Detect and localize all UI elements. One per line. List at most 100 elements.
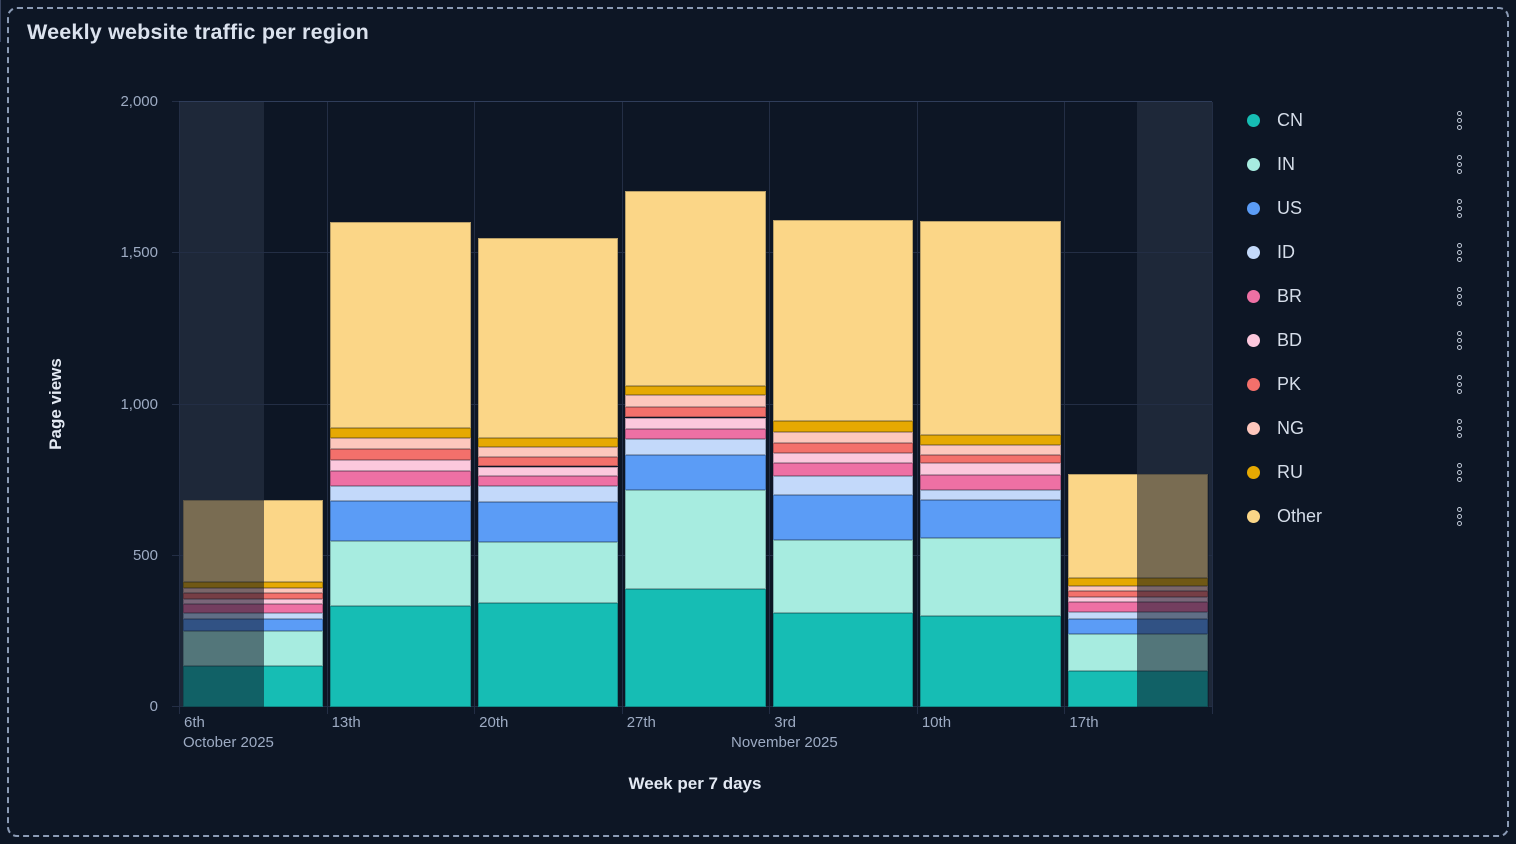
bar-segment-ID-10th[interactable] — [920, 489, 1061, 500]
bar-segment-NG-3rd[interactable] — [772, 431, 914, 443]
bar-segment-US-10th[interactable] — [920, 499, 1061, 539]
bar-segment-CN-10th[interactable] — [920, 616, 1061, 707]
legend-label-NG: NG — [1277, 417, 1304, 438]
legend-label-RU: RU — [1277, 461, 1303, 482]
legend-item-menu-icon-CN[interactable] — [1455, 110, 1463, 131]
legend-label-US: US — [1277, 197, 1303, 218]
bar-segment-Other-3rd[interactable] — [772, 219, 914, 422]
bar-segment-Other-13th[interactable] — [330, 222, 471, 428]
bar-segment-PK-3rd[interactable] — [772, 442, 914, 453]
x-gridline — [474, 102, 476, 707]
bar-segment-RU-27th[interactable] — [625, 385, 766, 396]
month-label-november: November 2025 — [731, 734, 838, 751]
legend-item-BD[interactable]: BD — [1240, 323, 1440, 357]
bar-segment-RU-13th[interactable] — [330, 427, 471, 439]
bar-segment-PK-20th[interactable] — [477, 456, 619, 467]
bar-segment-IN-13th[interactable] — [330, 540, 471, 606]
legend-item-menu-icon-ID[interactable] — [1455, 242, 1463, 263]
bar-segment-ID-13th[interactable] — [330, 486, 471, 502]
legend-item-Other[interactable]: Other — [1240, 499, 1440, 533]
bar-segment-NG-27th[interactable] — [625, 395, 766, 407]
bar-segment-ID-27th[interactable] — [625, 438, 766, 456]
bar-segment-US-27th[interactable] — [625, 455, 766, 491]
bar-segment-NG-13th[interactable] — [330, 438, 471, 449]
legend-item-US[interactable]: US — [1240, 191, 1440, 225]
bar-segment-BR-10th[interactable] — [920, 474, 1061, 490]
legend-swatch-CN — [1247, 113, 1260, 127]
bar-segment-NG-10th[interactable] — [920, 445, 1061, 455]
bar-segment-CN-27th[interactable] — [625, 589, 766, 707]
legend-item-IN[interactable]: IN — [1240, 147, 1440, 181]
bar-segment-RU-3rd[interactable] — [772, 421, 914, 432]
bar-segment-BD-13th[interactable] — [330, 459, 471, 472]
chart-plot-area: 0 500 1,000 1,500 2,000 6th 13th 20th 27th 3rd 10t… — [0, 0, 1516, 731]
x-tick-mark — [621, 707, 623, 714]
legend-item-menu-icon-BR[interactable] — [1455, 286, 1463, 307]
bar-segment-NG-20th[interactable] — [477, 446, 619, 457]
bar-segment-Other-20th[interactable] — [477, 238, 619, 439]
y-tick-label: 0 — [149, 698, 158, 715]
y-tick-label: 500 — [132, 546, 158, 564]
bar-segment-BD-3rd[interactable] — [772, 452, 914, 463]
legend-item-menu-icon-BD[interactable] — [1455, 330, 1463, 351]
legend-swatch-BD — [1247, 333, 1260, 347]
bar-segment-US-20th[interactable] — [477, 501, 619, 542]
month-label-october: October 2025 — [183, 734, 274, 751]
bar-segment-BD-10th[interactable] — [920, 463, 1061, 475]
bar-segment-PK-13th[interactable] — [330, 448, 471, 460]
y-tick-mark — [172, 706, 179, 707]
legend-item-menu-icon-Other[interactable] — [1455, 506, 1463, 527]
bar-segment-RU-20th[interactable] — [477, 438, 619, 447]
legend-item-menu-icon-IN[interactable] — [1455, 154, 1463, 175]
x-tick-label-27th: 27th — [626, 714, 656, 731]
legend-item-menu-icon-PK[interactable] — [1455, 374, 1463, 395]
legend-label-BD: BD — [1277, 329, 1303, 350]
partial-week-dim-overlay-last — [1137, 474, 1209, 707]
legend-swatch-BR — [1247, 289, 1260, 303]
y-tick-label: 1,000 — [120, 395, 158, 413]
bar-segment-BR-13th[interactable] — [330, 471, 471, 487]
legend-item-PK[interactable]: PK — [1240, 367, 1440, 401]
bar-segment-IN-27th[interactable] — [625, 490, 766, 590]
legend-label-ID: ID — [1277, 241, 1295, 262]
bar-segment-Other-10th[interactable] — [920, 220, 1061, 436]
y-tick-label: 1,500 — [120, 244, 158, 262]
bar-segment-US-13th[interactable] — [330, 501, 471, 541]
bar-segment-US-3rd[interactable] — [772, 494, 914, 541]
bar-segment-RU-10th[interactable] — [920, 435, 1061, 446]
bar-segment-CN-13th[interactable] — [330, 605, 471, 707]
legend-item-menu-icon-RU[interactable] — [1455, 462, 1463, 483]
bar-segment-ID-20th[interactable] — [477, 486, 619, 502]
bar-segment-CN-3rd[interactable] — [772, 612, 914, 707]
bar-segment-ID-3rd[interactable] — [772, 475, 914, 495]
legend-item-menu-icon-US[interactable] — [1455, 198, 1463, 219]
bar-segment-IN-10th[interactable] — [920, 538, 1061, 617]
x-gridline — [1064, 102, 1066, 707]
bar-segment-PK-10th[interactable] — [920, 454, 1061, 464]
bar-segment-BR-27th[interactable] — [625, 428, 766, 439]
bar-segment-BD-20th[interactable] — [477, 466, 619, 477]
y-tick-mark — [172, 403, 179, 405]
partial-week-dim-overlay-first — [182, 500, 264, 707]
legend-swatch-IN — [1247, 157, 1260, 171]
bar-segment-BR-20th[interactable] — [477, 476, 619, 487]
x-tick-mark — [474, 707, 476, 714]
legend-item-menu-icon-NG[interactable] — [1455, 418, 1463, 439]
x-tick-label-13th: 13th — [331, 714, 361, 731]
legend-item-ID[interactable]: ID — [1240, 235, 1440, 269]
legend-label-PK: PK — [1277, 373, 1302, 394]
x-tick-mark — [1064, 707, 1066, 714]
bar-segment-IN-20th[interactable] — [477, 541, 619, 604]
bar-segment-BD-27th[interactable] — [625, 417, 766, 429]
bar-segment-IN-3rd[interactable] — [772, 540, 914, 613]
bar-segment-CN-20th[interactable] — [477, 603, 619, 707]
legend-item-CN[interactable]: CN — [1240, 103, 1440, 137]
legend-swatch-Other — [1247, 509, 1260, 523]
bar-segment-BR-3rd[interactable] — [772, 462, 914, 476]
legend-item-BR[interactable]: BR — [1240, 279, 1440, 313]
legend-item-RU[interactable]: RU — [1240, 455, 1440, 489]
bar-segment-PK-27th[interactable] — [625, 406, 766, 418]
legend-item-NG[interactable]: NG — [1240, 411, 1440, 445]
bar-segment-Other-27th[interactable] — [625, 190, 766, 386]
